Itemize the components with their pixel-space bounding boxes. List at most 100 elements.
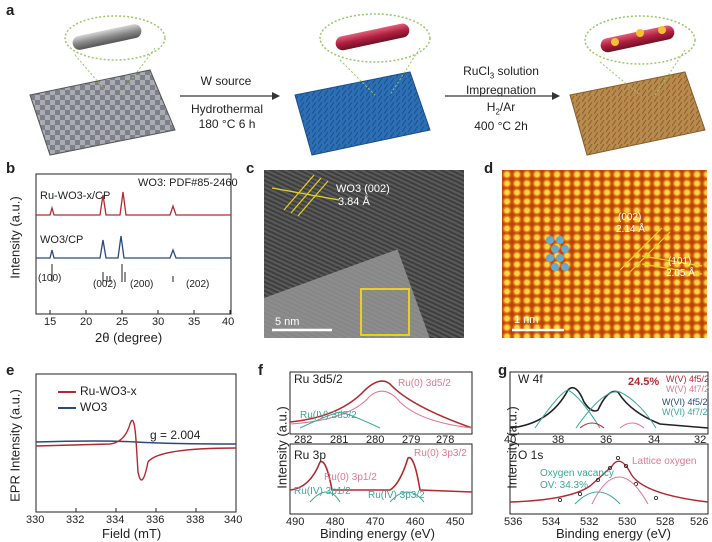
xps-w4f-title: W 4f bbox=[518, 372, 543, 386]
epr-ylabel: EPR Intensity (a.u.) bbox=[7, 389, 23, 502]
wo3-cloth bbox=[294, 71, 431, 156]
step2-line2: Impregnation bbox=[465, 83, 537, 98]
grey-rod bbox=[72, 24, 142, 50]
xrd-xtick-20: 20 bbox=[80, 316, 93, 328]
xps-ru3p-tick-460: 460 bbox=[406, 516, 425, 528]
zoom-circle-1 bbox=[64, 15, 166, 61]
epr-ru-wo3-line bbox=[35, 419, 237, 481]
xps-ru3p-tick-480: 480 bbox=[326, 516, 345, 528]
step1-line3: 180 °C 6 h bbox=[198, 117, 256, 131]
xrd-xtick-40: 40 bbox=[222, 316, 235, 328]
xps-ov-pct: OV: 34.3% bbox=[540, 480, 588, 491]
epr-xtick-332: 332 bbox=[66, 514, 85, 526]
xps-ru4-3p1: Ru(IV) 3p1/2 bbox=[294, 486, 351, 497]
xrd-xtick-25: 25 bbox=[116, 316, 129, 328]
xps-w5-4f52: W(V) 4f5/2 bbox=[666, 374, 710, 384]
xrd-peak-200: (200) bbox=[130, 279, 154, 290]
xrd-xtick-30: 30 bbox=[152, 316, 165, 328]
xps-w4f-tick-32: 32 bbox=[694, 434, 707, 446]
xps-lattice-label: Lattice oxygen bbox=[632, 456, 697, 467]
xps-ru3d-title: Ru 3d5/2 bbox=[294, 372, 343, 386]
xrd-peak-100: (100) bbox=[38, 273, 62, 284]
step2-line3a: H bbox=[486, 100, 496, 114]
hrtem-scale-label: 5 nm bbox=[275, 316, 300, 328]
xps-ru4-3d: Ru(IV) 3d5/2 bbox=[300, 410, 357, 421]
xps-w6-4f52: W(VI) 4f5/2 bbox=[662, 397, 708, 407]
step2-line1c: solution bbox=[494, 64, 539, 78]
hrtem-spacing-label: 3.84 Å bbox=[338, 196, 370, 208]
xps-o1s-tick-536: 536 bbox=[504, 516, 523, 528]
xps-o1s-title: O 1s bbox=[518, 448, 544, 462]
xrd-ylabel: Intensity (a.u.) bbox=[7, 196, 23, 279]
xps-ru3d-tick-279: 279 bbox=[402, 434, 421, 446]
step2-line3b: 2 bbox=[495, 107, 500, 117]
xps-o1s-tick-534: 534 bbox=[542, 516, 561, 528]
xps-ru0-3p1: Ru(0) 3p1/2 bbox=[324, 472, 377, 483]
panel-a-schematic bbox=[29, 13, 706, 156]
panel-b-chart bbox=[35, 173, 232, 315]
xrd-ref-label: WO3: PDF#85-2460 bbox=[138, 177, 238, 189]
xps-wo-xlabel: Binding energy (eV) bbox=[556, 526, 671, 541]
panel-g-chart bbox=[509, 371, 709, 515]
xps-ru3d-tick-281: 281 bbox=[330, 434, 349, 446]
haadf-plane2: (101) bbox=[668, 256, 692, 267]
step2-line3c: /Ar bbox=[499, 100, 516, 114]
panel-e-label: e bbox=[6, 362, 15, 379]
xps-w4f-tick-34: 34 bbox=[648, 434, 661, 446]
xps-w5-4f72: W(V) 4f7/2 bbox=[666, 384, 710, 394]
panel-d-label: d bbox=[484, 160, 494, 177]
xps-w4f-tick-40: 40 bbox=[504, 434, 517, 446]
step2-line1a: RuCl bbox=[463, 64, 490, 78]
panel-c-label: c bbox=[246, 160, 255, 177]
panel-f-chart bbox=[289, 371, 473, 515]
epr-xtick-340: 340 bbox=[224, 514, 243, 526]
xps-ru-xlabel: Binding energy (eV) bbox=[320, 526, 435, 541]
xps-ru3d-tick-278: 278 bbox=[436, 434, 455, 446]
xrd-peak-002: (002) bbox=[93, 279, 117, 290]
xps-ru-ylabel: Intensity (a.u.) bbox=[274, 406, 290, 489]
xps-ov-label: Oxygen vacancy bbox=[540, 468, 614, 479]
epr-g-label: g = 2.004 bbox=[150, 428, 201, 442]
xps-w5-pct: 24.5% bbox=[628, 376, 660, 388]
panel-b-label: b bbox=[6, 160, 16, 177]
xrd-xlabel: 2θ (degree) bbox=[95, 330, 163, 345]
xps-ru3d-tick-280: 280 bbox=[366, 434, 385, 446]
haadf-scale-label: 1 nm bbox=[514, 314, 539, 326]
epr-series1-label: Ru-WO3-x bbox=[80, 384, 137, 398]
xps-w4f-tick-36: 36 bbox=[600, 434, 613, 446]
xps-ru0-3p3: Ru(0) 3p3/2 bbox=[414, 448, 467, 459]
step2-line1b: 3 bbox=[489, 71, 495, 81]
xps-ru3p-title: Ru 3p bbox=[294, 448, 327, 462]
ru-wo3-rod bbox=[600, 25, 675, 53]
xps-wo-ylabel: Intensity (a.u.) bbox=[504, 406, 520, 489]
epr-xtick-336: 336 bbox=[146, 514, 165, 526]
haadf-spacing2: 2.05 Å bbox=[666, 268, 695, 279]
epr-xtick-330: 330 bbox=[26, 514, 45, 526]
xrd-peak-202: (202) bbox=[186, 279, 210, 290]
step1-line1: W source bbox=[200, 74, 252, 88]
xps-ru3d-tick-282: 282 bbox=[294, 434, 313, 446]
xps-ru0-3d: Ru(0) 3d5/2 bbox=[398, 378, 451, 389]
xps-o1s-tick-526: 526 bbox=[690, 516, 709, 528]
xrd-xtick-15: 15 bbox=[44, 316, 57, 328]
xrd-xtick-35: 35 bbox=[188, 316, 201, 328]
xps-o1s-tick-532: 532 bbox=[580, 516, 599, 528]
xps-ru3p-tick-490: 490 bbox=[286, 516, 305, 528]
panel-f-label: f bbox=[258, 362, 263, 379]
ru-wo3-cloth bbox=[569, 71, 706, 156]
epr-xlabel: Field (mT) bbox=[102, 526, 162, 541]
haadf-spacing1: 2.14 Å bbox=[616, 224, 645, 235]
xps-ru3p-tick-470: 470 bbox=[366, 516, 385, 528]
step2-line4: 400 °C 2h bbox=[474, 119, 528, 134]
hrtem-image bbox=[264, 170, 464, 338]
carbon-cloth bbox=[29, 69, 176, 156]
panel-g-label: g bbox=[498, 362, 508, 379]
xrd-ru-wo3-line bbox=[36, 191, 231, 216]
haadf-image bbox=[502, 170, 707, 338]
haadf-plane1: (002) bbox=[618, 212, 642, 223]
wo3-rod bbox=[335, 23, 410, 51]
panel-a-label: a bbox=[6, 2, 15, 19]
xps-w4f-tick-38: 38 bbox=[552, 434, 565, 446]
epr-series2-label: WO3 bbox=[80, 400, 108, 414]
hrtem-fringe-label: WO3 (002) bbox=[336, 183, 390, 195]
